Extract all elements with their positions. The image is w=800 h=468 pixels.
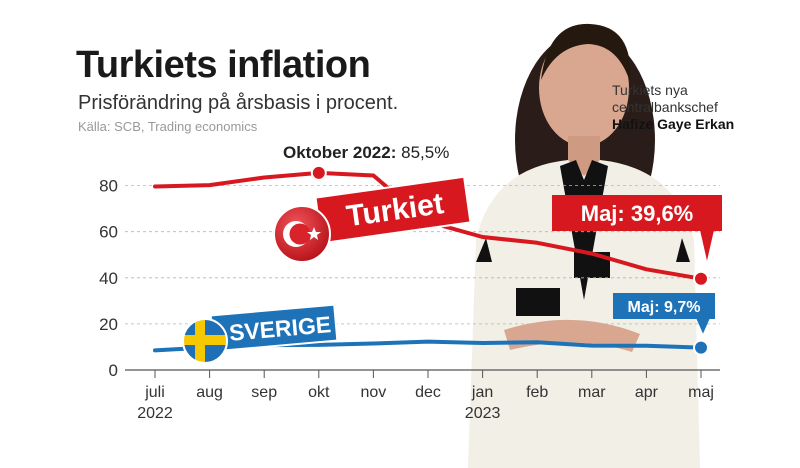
y-tick-label: 80 bbox=[99, 177, 118, 196]
turkiet-peak-point bbox=[310, 164, 327, 181]
x-tick-label: nov bbox=[361, 384, 387, 401]
sverige-end-callout-box bbox=[613, 293, 715, 319]
x-tick-label: sep bbox=[251, 384, 277, 401]
y-tick-label: 20 bbox=[99, 315, 118, 334]
peak-value: 85,5% bbox=[401, 143, 450, 162]
x-tick-label: feb bbox=[526, 384, 548, 401]
x-tick-label: okt bbox=[308, 384, 330, 401]
sverige-end-callout: Maj: 9,7% bbox=[613, 293, 715, 334]
series-label-turkiet: Turkiet bbox=[314, 175, 472, 245]
x-tick-label: aug bbox=[196, 384, 223, 401]
x-tick-label: dec bbox=[415, 384, 441, 401]
turkey-flag-icon bbox=[273, 205, 331, 263]
x-tick-label: mar bbox=[578, 384, 606, 401]
caption-line-1: Turkiets nya bbox=[612, 82, 688, 98]
series-label-sverige: SVERIGE bbox=[209, 303, 339, 353]
sverige-end-point bbox=[693, 339, 709, 356]
x-tick-label: 2023 bbox=[465, 405, 501, 422]
caption-line-2: centralbankschef bbox=[612, 99, 718, 115]
y-tick-label: 40 bbox=[99, 269, 118, 288]
sverige-end-callout-text: Maj: 9,7% bbox=[628, 299, 701, 316]
chart-title: Turkiets inflation bbox=[76, 44, 371, 86]
sverige-end-callout-pointer bbox=[696, 318, 710, 334]
x-tick-label: maj bbox=[688, 384, 714, 401]
peak-label: Oktober 2022: bbox=[283, 143, 397, 162]
peak-annotation: Oktober 2022: 85,5% bbox=[283, 143, 449, 163]
photo-caption: Turkiets nya centralbankschef Hafize Gay… bbox=[612, 82, 734, 133]
y-tick-label: 0 bbox=[109, 361, 118, 380]
turkiet-end-callout-box bbox=[552, 195, 722, 231]
source-note: Källa: SCB, Trading economics bbox=[78, 119, 258, 134]
x-tick-label: apr bbox=[635, 384, 659, 401]
chart-subtitle: Prisförändring på årsbasis i procent. bbox=[78, 92, 399, 114]
turkiet-end-callout-text: Maj: 39,6% bbox=[581, 201, 694, 226]
x-tick-label: juli bbox=[144, 384, 165, 401]
sweden-flag-icon bbox=[182, 318, 228, 364]
turkiet-end-point bbox=[693, 270, 709, 287]
turkiet-end-callout: Maj: 39,6% bbox=[552, 195, 722, 261]
x-tick-label: jan bbox=[471, 384, 493, 401]
caption-name: Hafize Gaye Erkan bbox=[612, 116, 735, 132]
turkiet-end-callout-pointer bbox=[700, 230, 714, 261]
y-tick-label: 60 bbox=[99, 223, 118, 242]
x-tick-label: 2022 bbox=[137, 405, 173, 422]
